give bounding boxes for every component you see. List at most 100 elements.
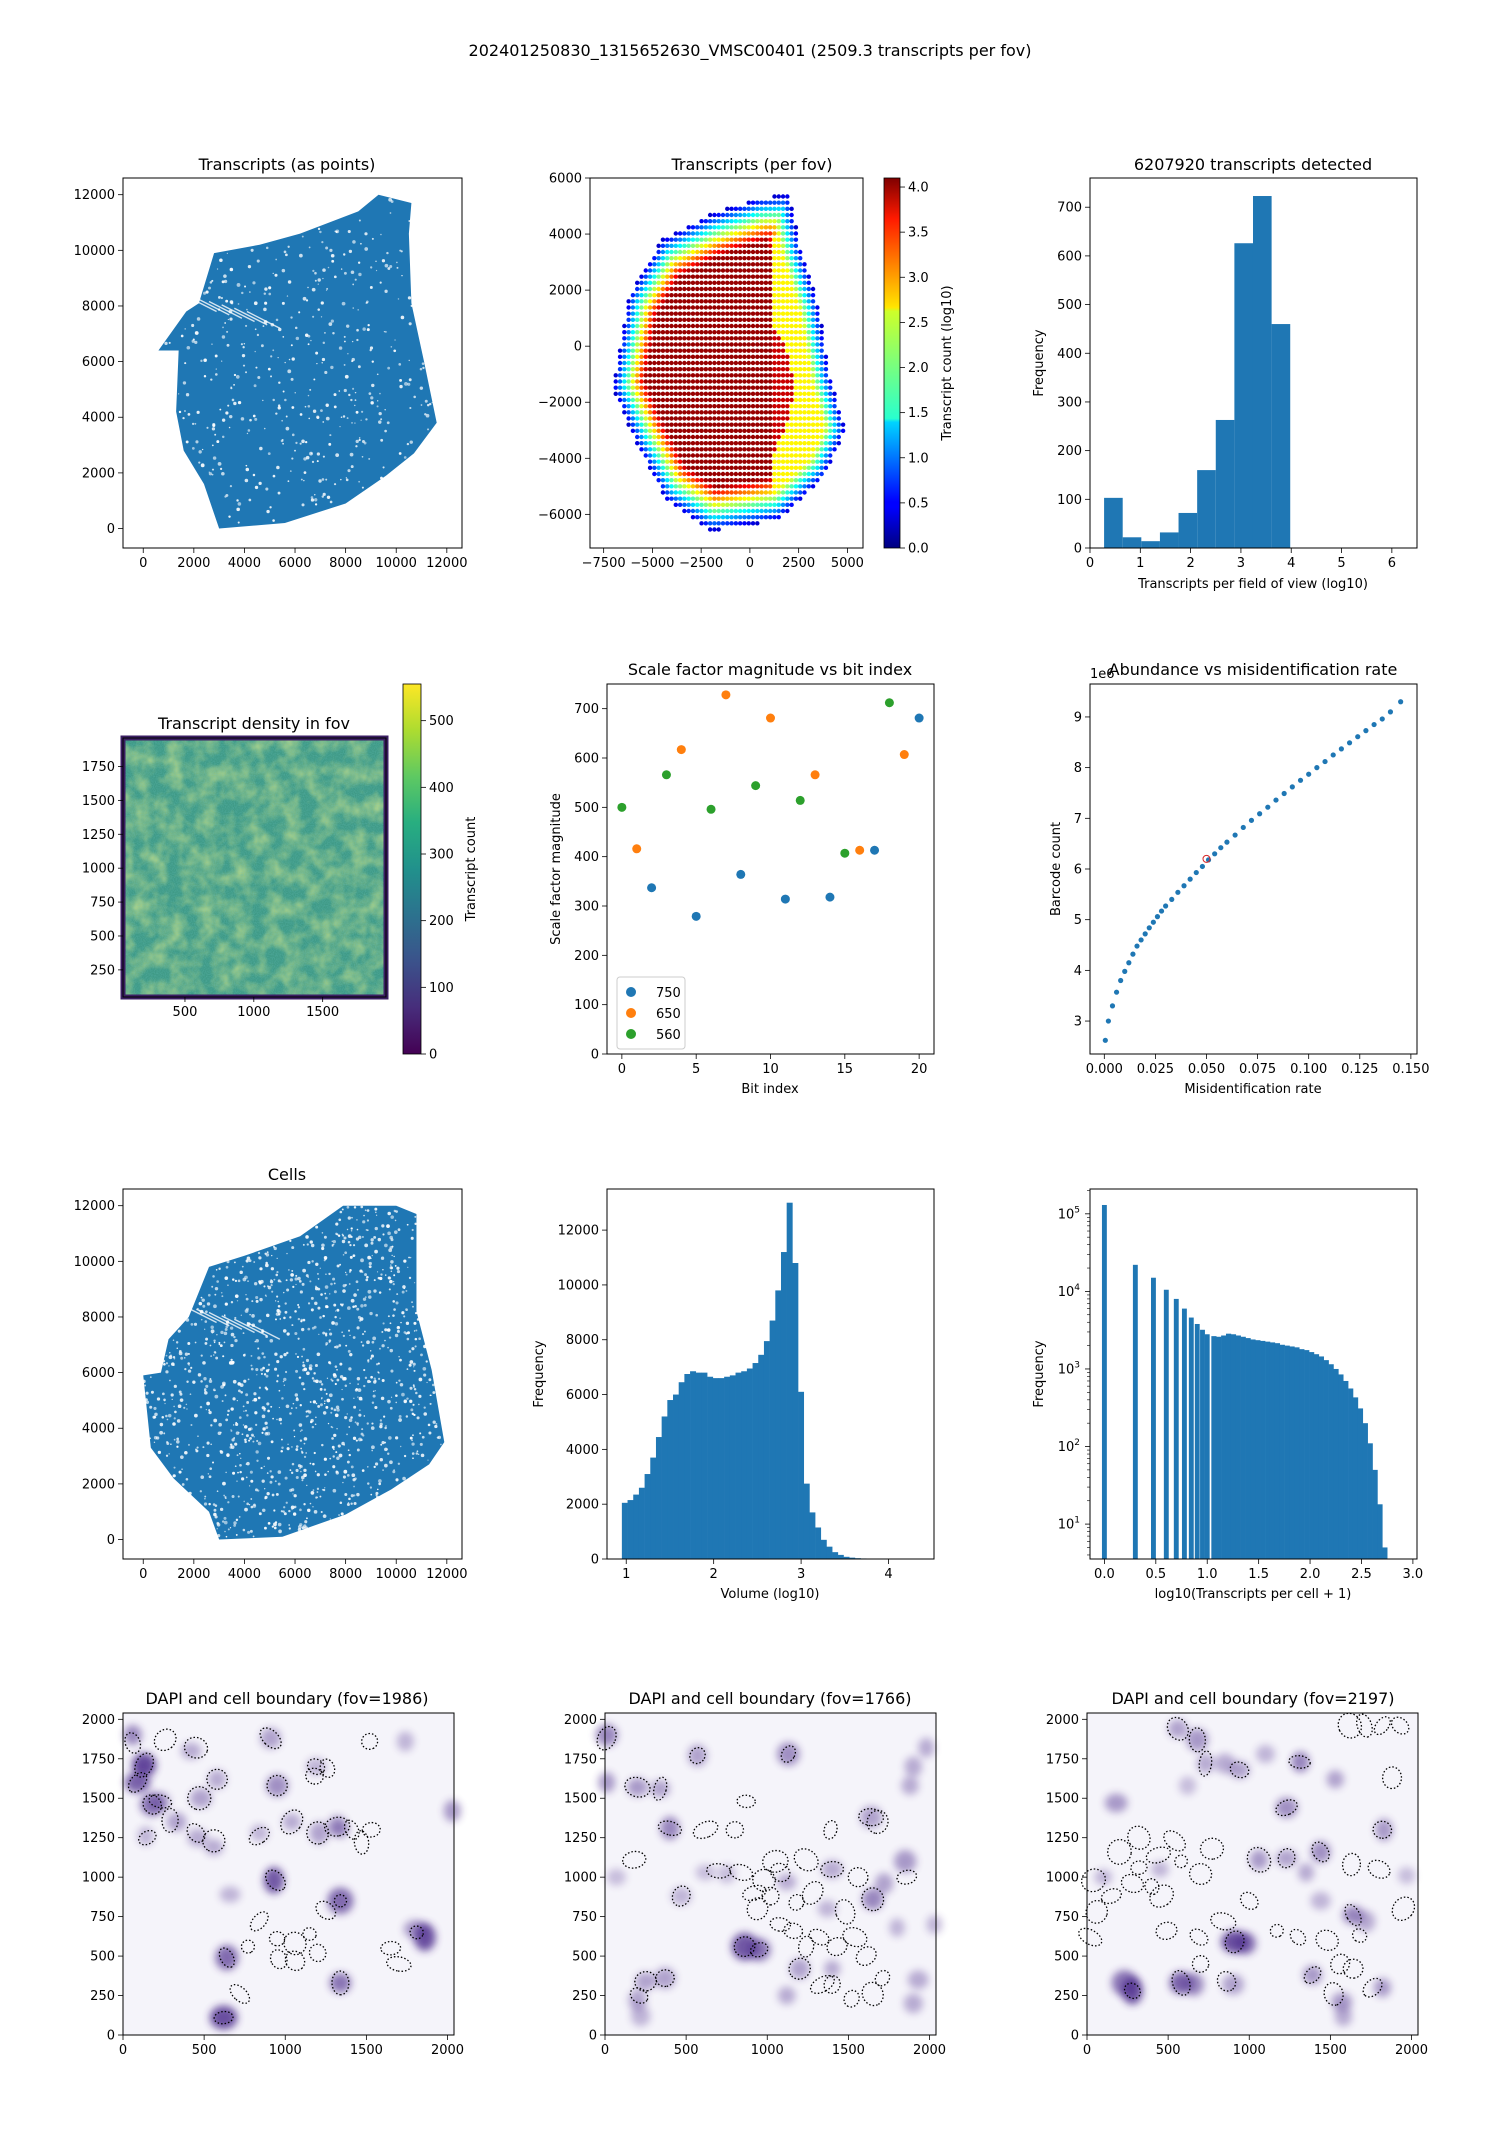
fov-point: [690, 465, 696, 471]
sparse-spot: [282, 1329, 287, 1333]
x-tick-label: 2000: [177, 1567, 210, 1582]
sparse-spot: [281, 301, 285, 305]
fov-point: [772, 262, 777, 267]
fov-point: [639, 440, 644, 446]
fov-point: [660, 354, 666, 360]
sparse-spot: [172, 1355, 176, 1359]
fov-point: [695, 514, 700, 520]
fov-point: [626, 305, 631, 310]
fov-point: [798, 397, 803, 403]
fov-point: [785, 422, 790, 427]
y-tick-label: 8: [1074, 761, 1082, 776]
fov-point: [836, 440, 842, 446]
cell-boundary: [1120, 1873, 1145, 1894]
fov-point: [695, 447, 700, 452]
barcode-point: [1330, 752, 1336, 758]
sparse-spot: [325, 246, 329, 250]
barcode-point: [1212, 851, 1218, 857]
sparse-spot: [406, 1331, 410, 1335]
sparse-spot: [169, 1379, 171, 1382]
fov-point: [806, 471, 811, 477]
fov-point: [639, 286, 644, 292]
fov-point: [652, 299, 657, 304]
cell-boundary: [1224, 1930, 1245, 1954]
fov-point: [733, 459, 739, 464]
fov-point: [755, 508, 760, 514]
axes-frame: [589, 177, 864, 549]
fov-point: [755, 477, 760, 483]
fov-point: [823, 434, 829, 440]
x-tick-label: 2500: [782, 556, 815, 571]
sparse-spot: [221, 1381, 226, 1386]
fov-point: [729, 323, 734, 329]
fov-point: [686, 440, 691, 446]
y-tick-label: 10000: [74, 1255, 115, 1270]
legend-label-750: 750: [656, 986, 681, 1001]
sparse-spot: [228, 426, 231, 429]
fov-point: [673, 397, 678, 403]
y-tick-label: −4000: [538, 452, 582, 467]
sparse-spot: [271, 1525, 275, 1528]
sparse-spot: [279, 1355, 283, 1359]
fov-point: [750, 342, 756, 347]
sparse-spot: [325, 1342, 329, 1345]
fov-point: [703, 274, 709, 279]
x-tick-label: 2.5: [1351, 1567, 1372, 1582]
fov-point: [733, 502, 739, 508]
sparse-spot: [263, 1285, 266, 1288]
fov-point: [690, 422, 696, 427]
fov-point: [815, 348, 820, 353]
sparse-spot: [399, 378, 403, 382]
fov-point: [729, 342, 734, 347]
fov-point: [725, 360, 730, 366]
sparse-spot: [327, 1470, 330, 1473]
cell-boundary: [1188, 1727, 1207, 1753]
fov-point: [755, 502, 760, 508]
y-axis-label: Frequency: [1032, 329, 1047, 396]
cell-boundary: [1391, 1896, 1416, 1922]
fov-point: [639, 317, 644, 323]
sparse-spot: [190, 1322, 194, 1326]
sparse-spot: [375, 1494, 378, 1497]
fov-point: [682, 447, 687, 452]
fov-point: [660, 323, 666, 329]
sparse-spot: [195, 440, 199, 444]
fov-point: [767, 514, 773, 520]
fov-point: [647, 391, 653, 397]
fov-point: [776, 447, 781, 452]
sparse-spot: [216, 440, 220, 444]
sparse-spot: [357, 1388, 362, 1393]
fov-point: [767, 496, 773, 501]
sparse-spot: [165, 1362, 169, 1365]
fov-point: [806, 434, 811, 440]
fov-point: [806, 373, 811, 378]
fov-point: [832, 397, 837, 403]
fov-point: [703, 373, 709, 378]
fov-point: [793, 243, 799, 249]
sparse-spot: [264, 1488, 266, 1490]
barcode-point: [1306, 771, 1312, 777]
fov-point: [802, 262, 807, 267]
fov-point: [729, 391, 734, 397]
fov-point: [656, 379, 661, 384]
fov-point: [716, 477, 721, 483]
hist-bar: [1141, 541, 1160, 548]
fov-point: [634, 280, 640, 286]
cell-boundary: [769, 1862, 791, 1883]
fov-point: [746, 397, 751, 403]
plot-area: 0 2000 4000 6000 8000 10000 120000200040006000…: [74, 177, 468, 571]
fov-point: [746, 354, 751, 360]
fov-point: [695, 299, 700, 304]
fov-point: [819, 379, 824, 384]
fov-point: [634, 385, 640, 390]
fov-point: [819, 323, 824, 329]
sparse-spot: [198, 450, 202, 454]
fov-point: [660, 447, 666, 452]
sparse-spot: [358, 480, 361, 483]
cell-boundary: [1323, 1982, 1344, 2006]
sparse-spot: [264, 287, 268, 291]
sparse-spot: [288, 358, 291, 361]
sparse-spot: [328, 442, 332, 446]
fov-point: [720, 336, 726, 341]
fov-point: [802, 336, 807, 341]
